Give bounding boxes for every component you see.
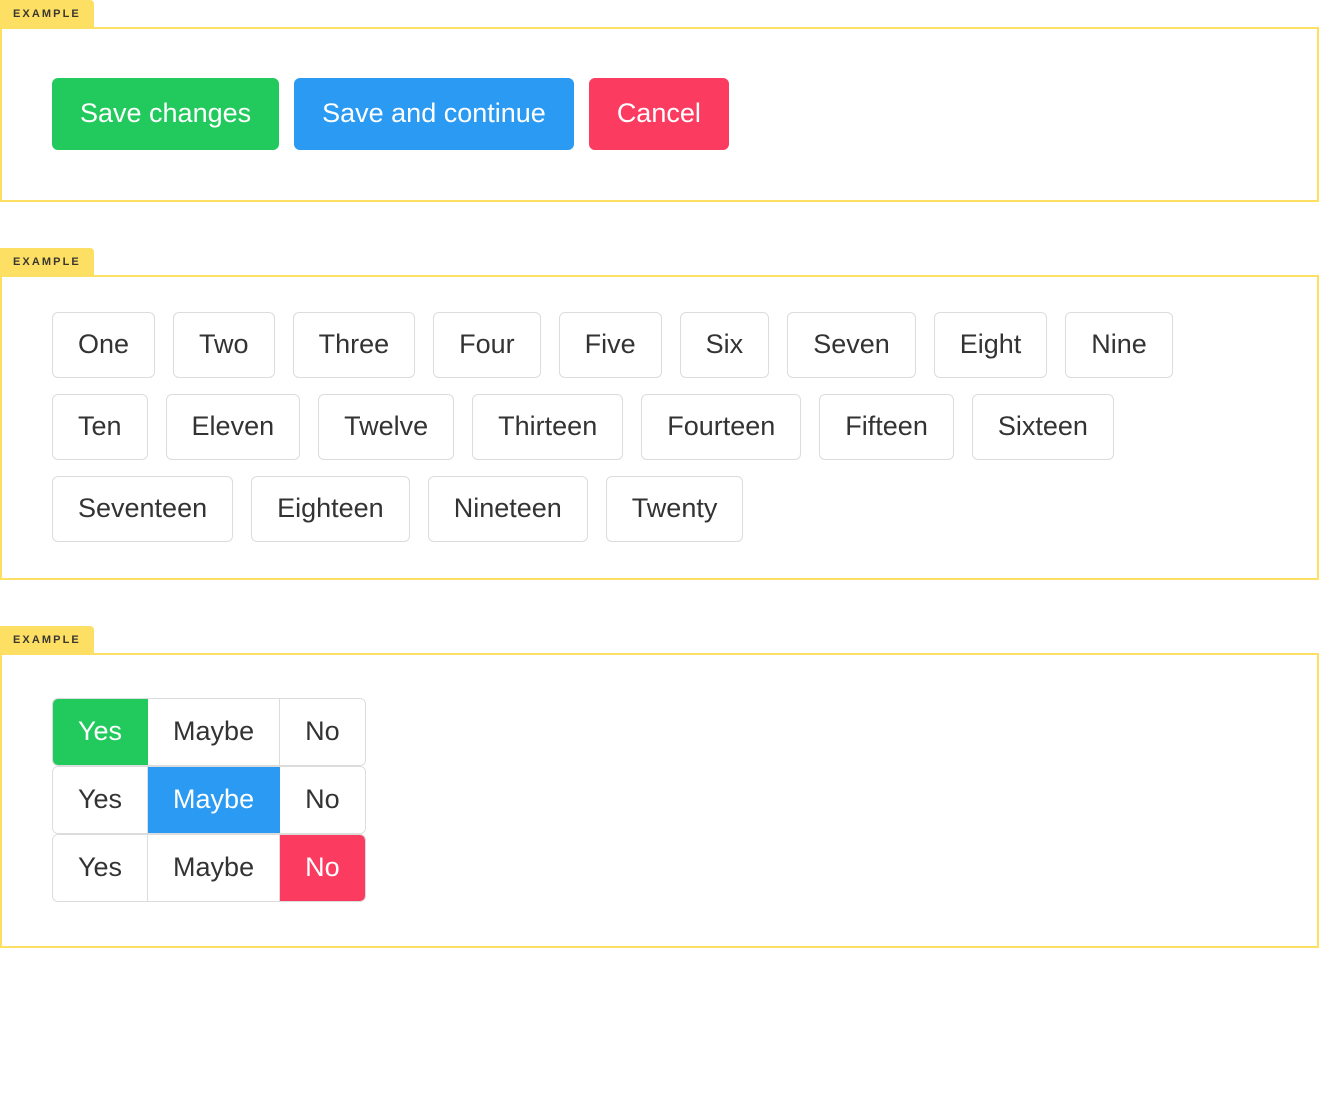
example-badge: EXAMPLE xyxy=(0,248,94,276)
segmented-groups-wrap: Yes Maybe No Yes Maybe No Yes Maybe No xyxy=(2,655,1317,946)
outline-button-two[interactable]: Two xyxy=(173,312,275,378)
outline-button-seven[interactable]: Seven xyxy=(787,312,916,378)
example-block-outline-buttons: EXAMPLE One Two Three Four Five Six Seven Eight… xyxy=(0,248,1319,580)
example-badge: EXAMPLE xyxy=(0,0,94,28)
segmented-option-maybe[interactable]: Maybe xyxy=(148,699,281,765)
outline-button-twelve[interactable]: Twelve xyxy=(318,394,455,460)
outline-button-ten[interactable]: Ten xyxy=(52,394,148,460)
outline-button-fourteen[interactable]: Fourteen xyxy=(641,394,802,460)
outline-button-eight[interactable]: Eight xyxy=(933,312,1048,378)
segmented-group-no-selected: Yes Maybe No xyxy=(52,834,366,902)
example-badge: EXAMPLE xyxy=(0,626,94,654)
outline-button-eleven[interactable]: Eleven xyxy=(165,394,301,460)
segmented-group-row: Yes Maybe No xyxy=(52,834,1317,902)
example-body: Yes Maybe No Yes Maybe No Yes Maybe No xyxy=(0,653,1319,948)
outline-button-three[interactable]: Three xyxy=(292,312,416,378)
segmented-option-no[interactable]: No xyxy=(280,699,365,765)
example-body: Save changes Save and continue Cancel xyxy=(0,27,1319,202)
block-spacer xyxy=(0,202,1320,248)
segmented-group-row: Yes Maybe No xyxy=(52,698,1317,766)
outline-button-eighteen[interactable]: Eighteen xyxy=(251,476,410,542)
cancel-button[interactable]: Cancel xyxy=(588,78,729,150)
page-root: EXAMPLE Save changes Save and continue Can… xyxy=(0,0,1320,948)
example-block-solid-buttons: EXAMPLE Save changes Save and continue Can… xyxy=(0,0,1319,202)
outline-button-thirteen[interactable]: Thirteen xyxy=(472,394,624,460)
example-body: One Two Three Four Five Six Seven Eight Nine Ten E… xyxy=(0,275,1319,580)
outline-button-one[interactable]: One xyxy=(52,312,156,378)
example-block-segmented-groups: EXAMPLE Yes Maybe No Yes Maybe No Yes Maybe No xyxy=(0,626,1319,948)
segmented-group-yes-selected: Yes Maybe No xyxy=(52,698,366,766)
segmented-group-row: Yes Maybe No xyxy=(52,766,1317,834)
segmented-option-maybe[interactable]: Maybe xyxy=(148,767,281,833)
outline-button-four[interactable]: Four xyxy=(433,312,541,378)
segmented-option-yes[interactable]: Yes xyxy=(53,767,149,833)
outline-button-fifteen[interactable]: Fifteen xyxy=(819,394,954,460)
outline-button-nine[interactable]: Nine xyxy=(1065,312,1173,378)
outline-button-sixteen[interactable]: Sixteen xyxy=(971,394,1114,460)
outline-button-five[interactable]: Five xyxy=(558,312,662,378)
outline-button-row: One Two Three Four Five Six Seven Eight Nine Ten E… xyxy=(52,312,1252,542)
segmented-option-no[interactable]: No xyxy=(280,835,365,901)
segmented-option-yes[interactable]: Yes xyxy=(53,699,149,765)
segmented-group-maybe-selected: Yes Maybe No xyxy=(52,766,366,834)
outline-button-twenty[interactable]: Twenty xyxy=(605,476,744,542)
block-spacer xyxy=(0,580,1320,626)
segmented-option-maybe[interactable]: Maybe xyxy=(148,835,281,901)
save-and-continue-button[interactable]: Save and continue xyxy=(294,78,574,150)
save-changes-button[interactable]: Save changes xyxy=(52,78,280,150)
outline-button-seventeen[interactable]: Seventeen xyxy=(52,476,234,542)
outline-button-wrap: One Two Three Four Five Six Seven Eight Nine Ten E… xyxy=(2,277,1317,578)
outline-button-six[interactable]: Six xyxy=(679,312,770,378)
segmented-option-no[interactable]: No xyxy=(280,767,365,833)
outline-button-nineteen[interactable]: Nineteen xyxy=(427,476,588,542)
solid-button-row: Save changes Save and continue Cancel xyxy=(2,29,1317,200)
segmented-option-yes[interactable]: Yes xyxy=(53,835,149,901)
